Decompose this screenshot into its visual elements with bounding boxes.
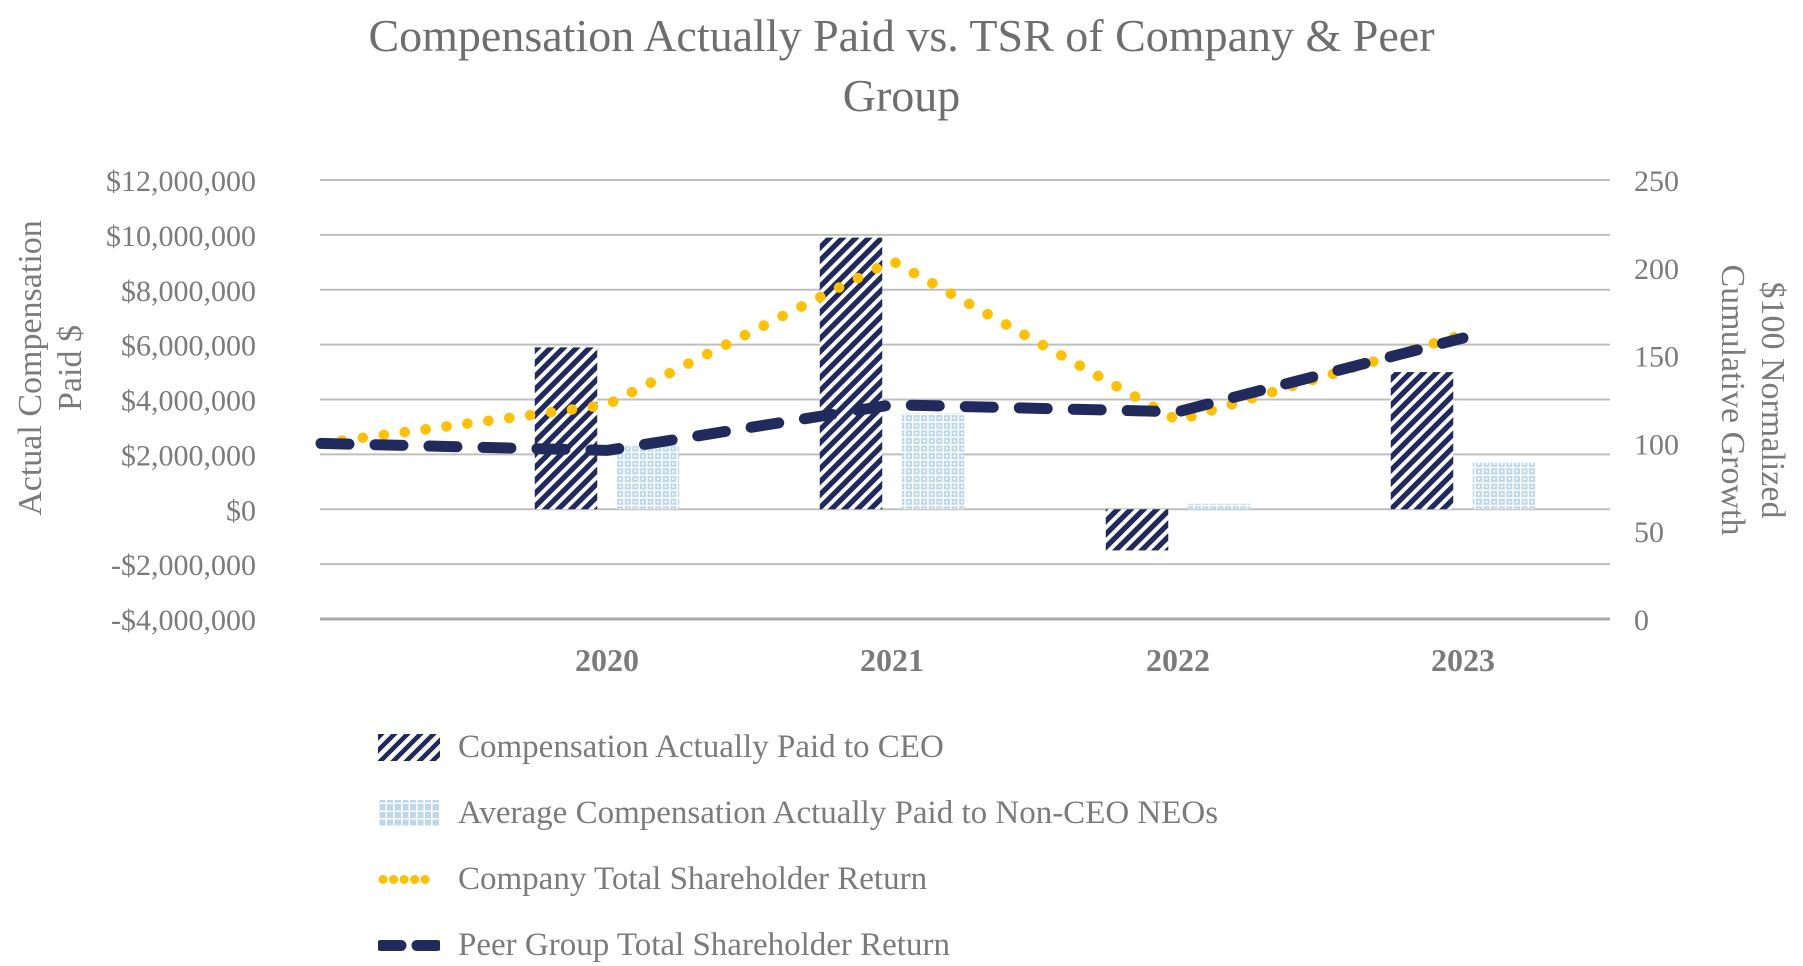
chart-title: Compensation Actually Paid vs. TSR of Co… <box>0 6 1803 126</box>
left-axis-tick-label: $8,000,000 <box>121 275 256 308</box>
left-axis-tick-labels: $12,000,000 $10,000,000 $8,000,000 $6,000,0… <box>106 165 256 637</box>
bar-series-non-ceo-neos <box>616 413 1536 510</box>
legend-swatch-check-icon <box>378 799 440 827</box>
bar-2021-ceo <box>819 237 883 510</box>
dashed-line-swatch-icon <box>375 939 443 951</box>
legend-item-ceo-cap: Compensation Actually Paid to CEO <box>378 714 1218 780</box>
legend-swatch-hatch-icon <box>378 733 440 761</box>
chart-title-line-2: Group <box>842 69 961 121</box>
chart-title-line-1: Compensation Actually Paid vs. TSR of Co… <box>368 10 1435 61</box>
bar-series-ceo <box>534 237 1454 551</box>
right-axis-tick-label: 150 <box>1634 341 1679 374</box>
bar-2021-non-ceo <box>901 413 965 510</box>
bar-2020-ceo <box>534 347 598 510</box>
right-axis-tick-label: 50 <box>1634 516 1664 549</box>
bar-2023-ceo <box>1390 372 1454 510</box>
left-axis-tick-label: -$4,000,000 <box>111 604 256 637</box>
x-axis-label-2021: 2021 <box>860 642 924 678</box>
bar-2022-ceo <box>1105 509 1169 551</box>
x-axis-label-2022: 2022 <box>1146 642 1210 678</box>
left-axis-tick-label: $10,000,000 <box>106 220 256 253</box>
right-axis-tick-label: 0 <box>1634 604 1649 637</box>
right-axis-tick-label: 100 <box>1634 428 1679 461</box>
legend-label: Compensation Actually Paid to CEO <box>458 728 944 765</box>
left-axis-tick-label: $6,000,000 <box>121 330 256 363</box>
bar-2023-non-ceo <box>1472 462 1536 510</box>
right-axis-tick-label: 250 <box>1634 165 1679 198</box>
right-axis-tick-labels: 250 200 150 100 50 0 <box>1634 165 1679 637</box>
bar-2020-non-ceo <box>616 446 680 510</box>
plot-area: $12,000,000 $10,000,000 $8,000,000 $6,000,0… <box>106 165 1679 678</box>
legend-swatch-dots-icon <box>378 866 440 893</box>
x-axis-label-2020: 2020 <box>575 642 639 678</box>
legend-label: Average Compensation Actually Paid to No… <box>458 794 1219 831</box>
x-axis-label-2023: 2023 <box>1431 642 1495 678</box>
left-axis-tick-label: $12,000,000 <box>106 165 256 198</box>
left-axis-tick-label: $4,000,000 <box>121 385 256 418</box>
x-axis-labels: 2020 2021 2022 2023 <box>575 642 1495 678</box>
bar-2022-non-ceo <box>1187 503 1251 510</box>
legend-label: Company Total Shareholder Return <box>458 860 928 897</box>
peer-group-tsr-line <box>315 332 1469 456</box>
legend-item-peer-tsr: Peer Group Total Shareholder Return <box>375 912 1218 966</box>
legend-swatch-dashes-icon <box>375 932 443 959</box>
legend-item-company-tsr: Company Total Shareholder Return <box>378 846 1218 912</box>
right-axis-tick-label: 200 <box>1634 253 1679 286</box>
legend-label: Peer Group Total Shareholder Return <box>458 926 950 963</box>
dotted-line-swatch-icon <box>378 874 440 884</box>
left-axis-tick-label: $2,000,000 <box>121 439 256 472</box>
left-axis-tick-label: $0 <box>226 494 256 527</box>
left-axis-tick-label: -$2,000,000 <box>111 549 256 582</box>
legend-item-non-ceo-cap: Average Compensation Actually Paid to No… <box>378 780 1218 846</box>
legend: Compensation Actually Paid to CEO Average… <box>375 714 1218 966</box>
company-tsr-line <box>315 255 1469 449</box>
